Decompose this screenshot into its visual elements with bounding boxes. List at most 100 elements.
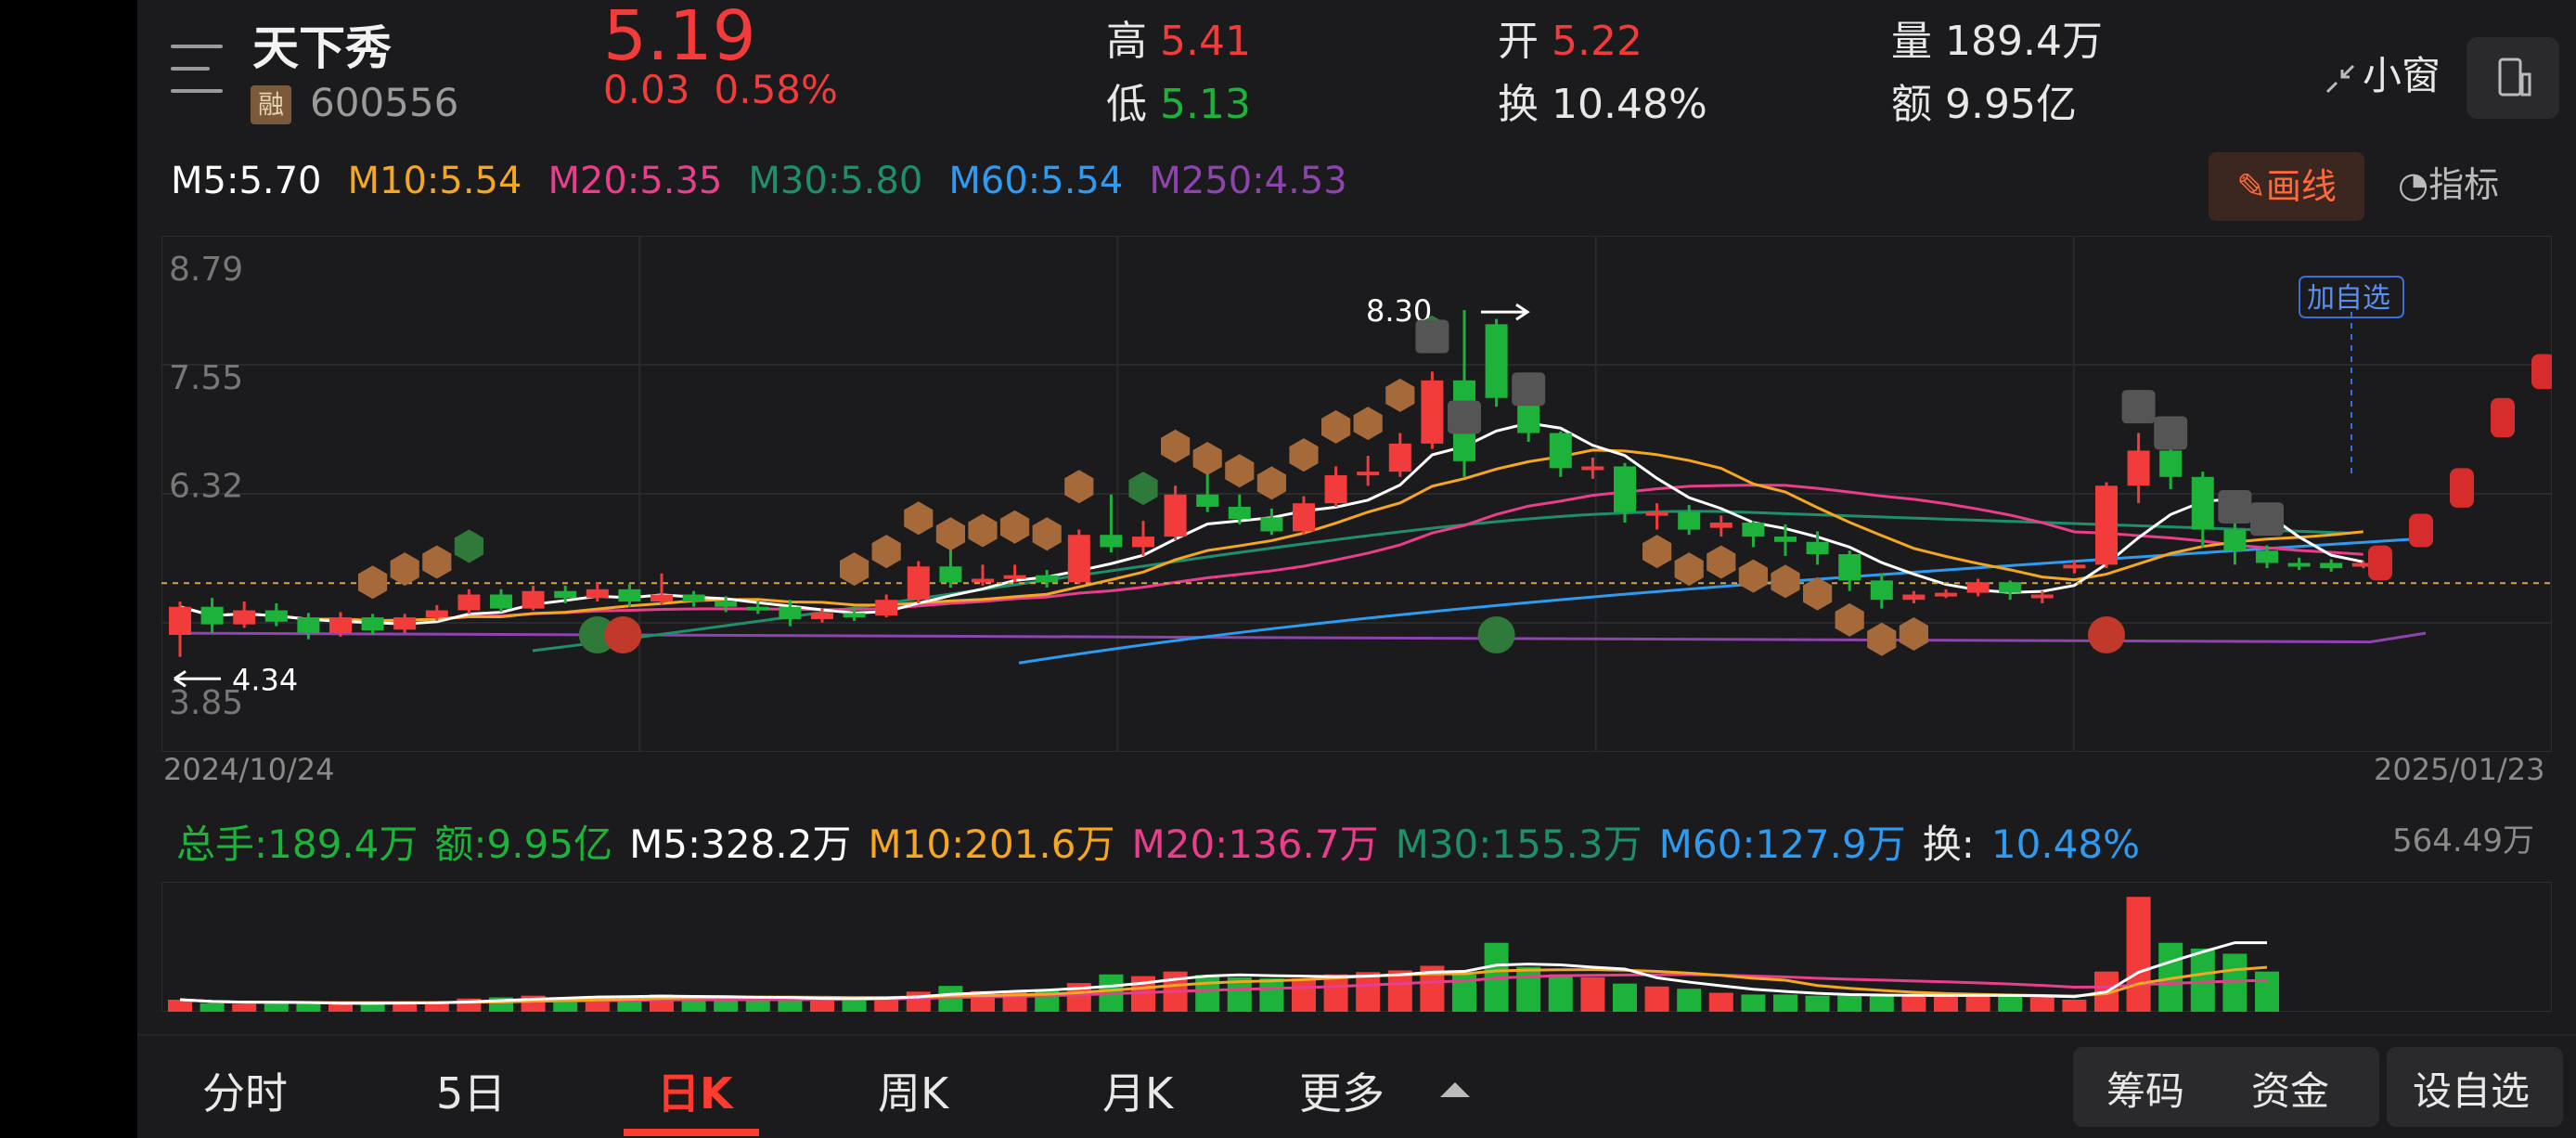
volume-bar: [1613, 983, 1637, 1012]
candle-body: [1164, 494, 1187, 537]
candle-body: [682, 594, 705, 602]
candle-body: [393, 617, 417, 630]
volume-bar: [714, 998, 739, 1012]
signal-marker: [2121, 390, 2156, 424]
ma30-line: [532, 510, 2352, 653]
volume-bar: [2190, 948, 2215, 1012]
candle-body: [1966, 582, 1990, 593]
candle-body: [169, 606, 191, 635]
td-sequence-marker: [968, 513, 998, 548]
candle-body: [554, 590, 577, 599]
candle-body: [1870, 580, 1893, 601]
candle-body: [2095, 485, 2118, 565]
long-short-marker: [578, 616, 616, 653]
capital-flow-button[interactable]: 资金: [2251, 1068, 2330, 1114]
signal-marker: [1415, 319, 1449, 354]
candle-body: [1388, 443, 1411, 472]
candle-body: [2063, 564, 2086, 569]
candle-body: [1036, 575, 1059, 583]
amount-label: 额: [1891, 81, 1932, 128]
forecast-candle: [2368, 545, 2392, 581]
ma10-label: M10:5.54: [347, 160, 522, 202]
tab-daily-k[interactable]: 日K: [657, 1068, 733, 1119]
tab-5day[interactable]: 5日: [436, 1068, 507, 1119]
vol-turnover-label: 换:: [1922, 821, 1975, 867]
volume-max-label: 564.49万: [2392, 822, 2534, 860]
td-sequence-marker: [1064, 470, 1094, 504]
start-date: 2024/10/24: [163, 752, 335, 787]
volume-chart[interactable]: [161, 882, 2552, 1012]
candle-body: [1196, 494, 1219, 507]
pencil-icon: ✎: [2236, 166, 2266, 207]
ma-indicator-row: M5:5.70 M10:5.54 M20:5.35 M30:5.80 M60:5.54 M…: [171, 160, 1373, 202]
candle-body: [1614, 466, 1636, 512]
y-tick-label: 3.85: [169, 684, 243, 722]
add-watchlist-button[interactable]: 设自选: [2413, 1068, 2531, 1114]
gauge-icon: ◔: [2398, 164, 2429, 205]
chip-distribution-button[interactable]: 筹码: [2106, 1068, 2185, 1114]
tab-intraday[interactable]: 分时: [202, 1068, 288, 1119]
tab-monthly-k[interactable]: 月K: [1102, 1068, 1174, 1119]
signal-marker: [1512, 372, 1546, 407]
long-short-marker: [1477, 616, 1515, 653]
turnover-field: 换 10.48%: [1498, 71, 1707, 130]
ma5-label: M5:5.70: [171, 160, 322, 202]
candle-body: [1260, 517, 1283, 532]
candle-body: [2030, 594, 2054, 599]
volume-bar: [1965, 995, 1990, 1012]
quote-header: 天下秀 融 600556 5.19 0.03 0.58% 高 5.41 低 5.13 …: [137, 0, 2576, 139]
candle-body: [1838, 554, 1861, 581]
vol-ma5: M5:328.2万: [629, 821, 852, 867]
td-sequence-marker: [1738, 559, 1768, 593]
margin-badge: 融: [251, 85, 291, 124]
candle-body: [2223, 529, 2247, 551]
td-sequence-marker: [422, 545, 452, 579]
volume-bar: [778, 998, 803, 1012]
td-sequence-marker: [1803, 576, 1833, 611]
candle-body: [425, 610, 448, 618]
candle-body: [779, 606, 802, 619]
volume-bar: [328, 1003, 353, 1012]
candle-body: [1999, 582, 2022, 593]
device-button[interactable]: [2467, 37, 2559, 119]
volume-bar: [1869, 995, 1894, 1012]
volume-bar: [745, 999, 770, 1012]
candle-body: [1549, 433, 1572, 469]
draw-line-button[interactable]: ✎画线: [2209, 152, 2364, 221]
td-sequence-marker: [1771, 564, 1800, 599]
tab-weekly-k[interactable]: 周K: [878, 1068, 949, 1119]
ma250-label: M250:4.53: [1149, 160, 1347, 202]
candle-body: [1709, 522, 1732, 528]
candle-body: [2351, 563, 2375, 567]
tab-more[interactable]: 更多: [1299, 1068, 1385, 1119]
volume-bar: [1998, 995, 2023, 1012]
draw-line-label: 画线: [2265, 166, 2337, 207]
y-tick-label: 8.79: [169, 251, 243, 289]
ma60-label: M60:5.54: [948, 160, 1124, 202]
candle-body: [1485, 324, 1508, 398]
candle-body: [1581, 466, 1604, 471]
candle-body: [2127, 450, 2150, 486]
indicator-button[interactable]: ◔指标: [2398, 156, 2499, 207]
td-sequence-marker: [1000, 510, 1030, 544]
vol-ma20: M20:136.7万: [1131, 821, 1379, 867]
volume-bar: [393, 1002, 418, 1012]
menu-icon[interactable]: [171, 45, 226, 95]
volume-bar: [1773, 994, 1797, 1012]
volume-bar: [1741, 994, 1766, 1012]
td-sequence-marker: [871, 535, 901, 569]
candle-body: [264, 610, 288, 622]
low-field: 低 5.13: [1106, 71, 1251, 130]
td-sequence-marker: [1225, 454, 1255, 488]
volume-bar: [1195, 975, 1220, 1012]
volume-indicator-row: 总手:189.4万 额:9.95亿 M5:328.2万 M10:201.6万 M20:1…: [176, 813, 2157, 870]
mini-window-button[interactable]: 小窗: [2324, 45, 2441, 101]
td-sequence-marker: [1899, 617, 1928, 652]
volume-label: 量: [1891, 18, 1932, 65]
ma60-line: [1018, 537, 2427, 665]
volume-bar: [264, 1002, 289, 1012]
caret-up-icon[interactable]: [1440, 1082, 1470, 1097]
volume-bar: [168, 1000, 192, 1012]
volume-value: 189.4万: [1945, 18, 2103, 65]
